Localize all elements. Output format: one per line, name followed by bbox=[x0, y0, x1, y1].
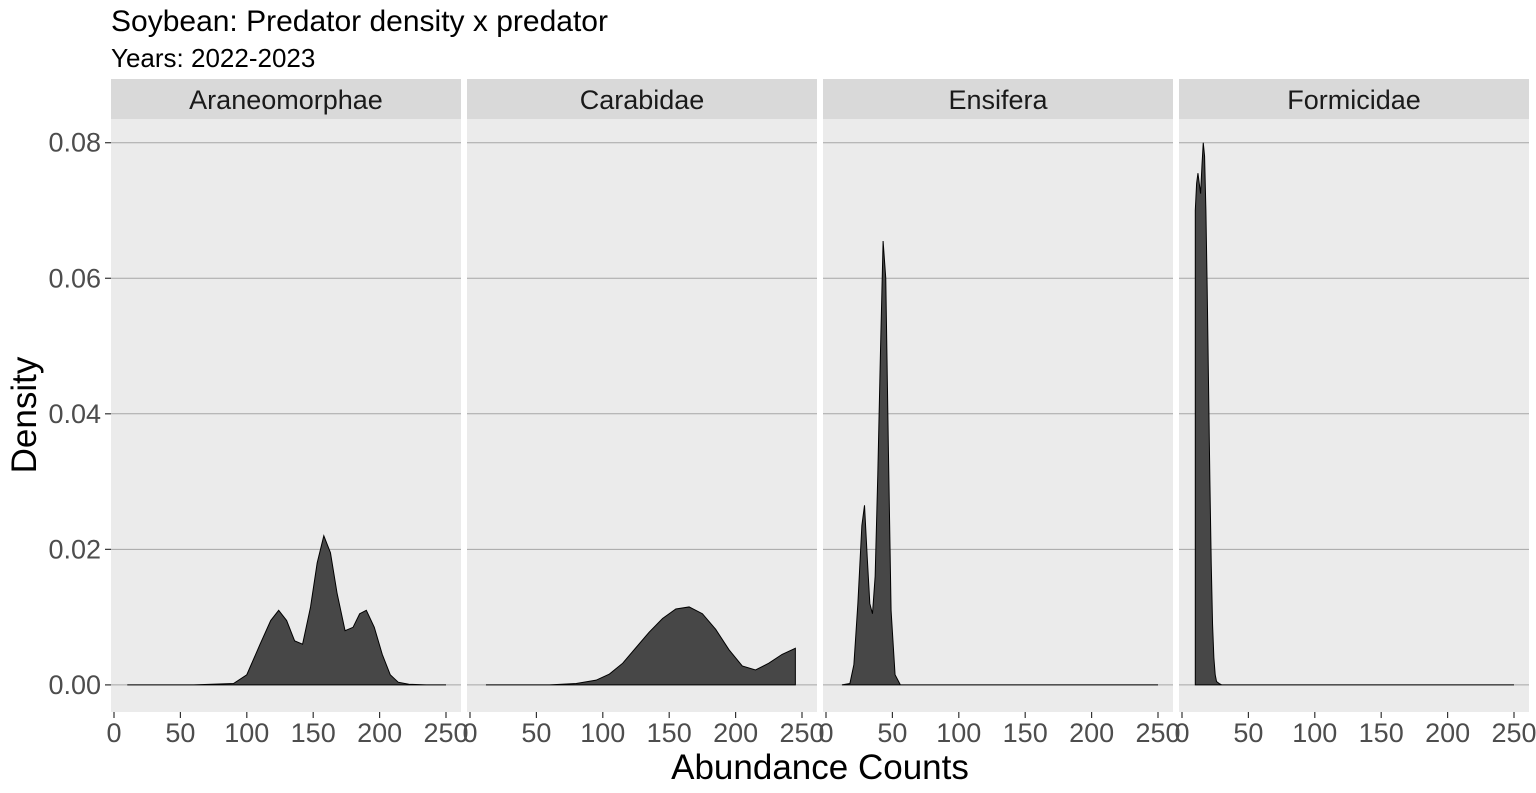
y-tick-label: 0.08 bbox=[48, 128, 101, 158]
facet-panels: Araneomorphae 0 50 100 150 200 250 Carabidae 0 50… bbox=[106, 79, 1536, 748]
x-tick-label: 0 bbox=[818, 718, 833, 748]
y-tick-label: 0.02 bbox=[48, 534, 101, 564]
x-tick-label: 250 bbox=[779, 718, 824, 748]
x-tick-label: 50 bbox=[521, 718, 551, 748]
x-tick-label: 150 bbox=[1003, 718, 1048, 748]
panel-background bbox=[111, 119, 461, 712]
x-tick-label: 250 bbox=[423, 718, 468, 748]
density-area-araneomorphae bbox=[127, 534, 446, 686]
chart-subtitle: Years: 2022-2023 bbox=[111, 43, 315, 73]
x-tick-label: 200 bbox=[1069, 718, 1114, 748]
x-tick-label: 0 bbox=[462, 718, 477, 748]
y-tick-label: 0.00 bbox=[48, 670, 101, 700]
facet-strip-label: Araneomorphae bbox=[189, 85, 383, 115]
facet-formicidae: Formicidae 0 50 100 150 200 250 bbox=[1174, 79, 1536, 748]
x-tick-label: 0 bbox=[1174, 718, 1189, 748]
y-tick-label: 0.06 bbox=[48, 263, 101, 293]
x-tick-label: 100 bbox=[580, 718, 625, 748]
chart-title: Soybean: Predator density x predator bbox=[111, 5, 608, 38]
facet-strip-label: Formicidae bbox=[1287, 85, 1421, 115]
facet-strip bbox=[1179, 79, 1529, 119]
facet-strip bbox=[111, 79, 461, 119]
x-tick-label: 50 bbox=[1233, 718, 1263, 748]
x-tick-label: 100 bbox=[224, 718, 269, 748]
x-tick-label: 100 bbox=[936, 718, 981, 748]
y-tick-label: 0.04 bbox=[48, 399, 101, 429]
y-axis: 0.00 0.02 0.04 0.06 0.08 bbox=[48, 128, 111, 700]
x-tick-label: 250 bbox=[1135, 718, 1180, 748]
x-tick-label: 0 bbox=[106, 718, 121, 748]
x-tick-label: 200 bbox=[713, 718, 758, 748]
x-tick-label: 200 bbox=[1425, 718, 1470, 748]
y-axis-title: Density bbox=[5, 356, 44, 473]
density-area-carabidae bbox=[485, 606, 796, 686]
x-tick-label: 150 bbox=[1359, 718, 1404, 748]
panel-background bbox=[467, 119, 817, 712]
x-tick-label: 200 bbox=[357, 718, 402, 748]
facet-strip-label: Ensifera bbox=[948, 85, 1048, 115]
facet-araneomorphae: Araneomorphae 0 50 100 150 200 250 bbox=[106, 79, 469, 748]
density-area-ensifera bbox=[841, 240, 1158, 686]
facet-strip bbox=[823, 79, 1173, 119]
facet-strip bbox=[467, 79, 817, 119]
facet-strip-label: Carabidae bbox=[580, 85, 705, 115]
density-area-formicidae bbox=[1194, 142, 1514, 686]
x-axis-title: Abundance Counts bbox=[671, 748, 969, 787]
panel-background bbox=[1179, 119, 1529, 712]
x-tick-label: 150 bbox=[647, 718, 692, 748]
x-tick-label: 250 bbox=[1491, 718, 1536, 748]
x-tick-label: 100 bbox=[1292, 718, 1337, 748]
facet-carabidae: Carabidae 0 50 100 150 200 250 bbox=[462, 79, 825, 748]
x-tick-label: 150 bbox=[291, 718, 336, 748]
x-tick-label: 50 bbox=[877, 718, 907, 748]
x-tick-label: 50 bbox=[165, 718, 195, 748]
facet-ensifera: Ensifera 0 50 100 150 200 250 bbox=[818, 79, 1181, 748]
